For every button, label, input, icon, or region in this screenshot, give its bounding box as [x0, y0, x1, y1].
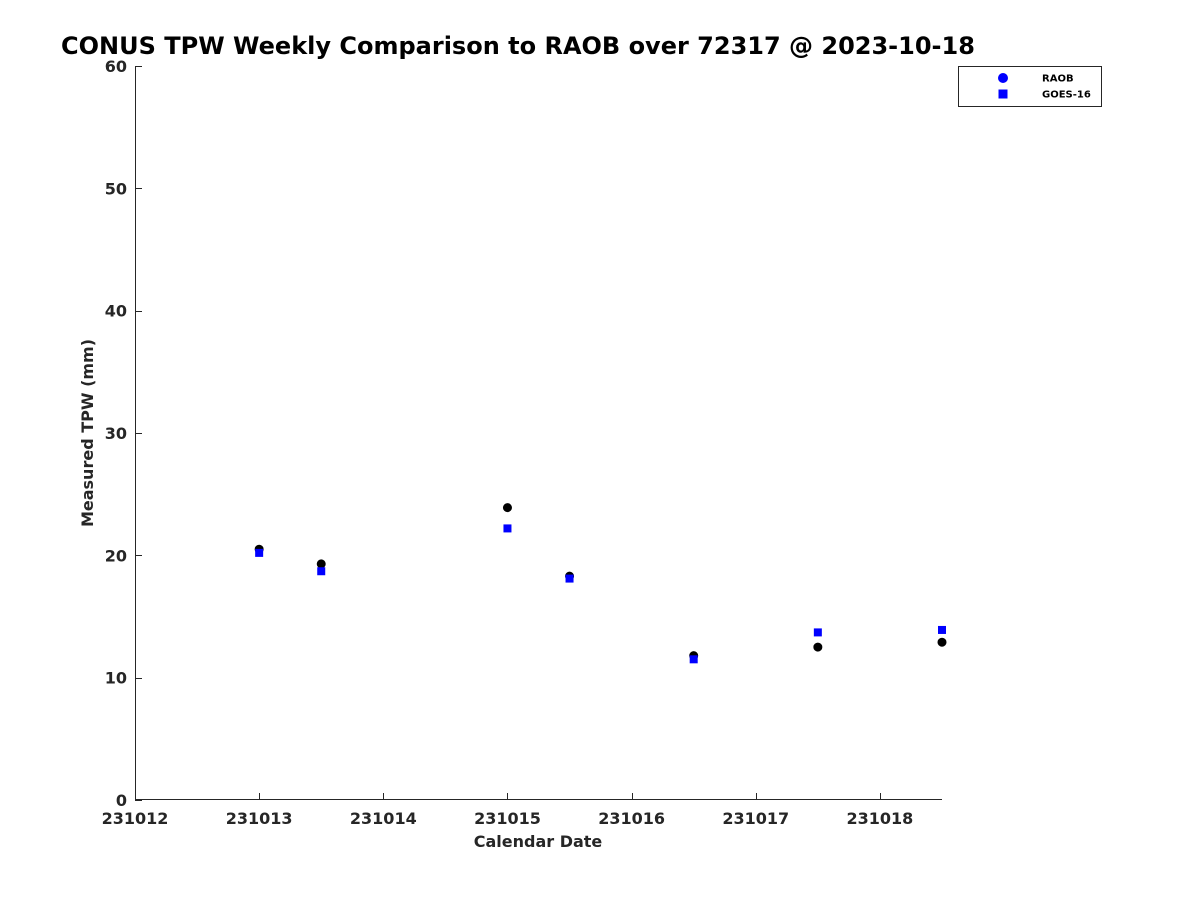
- y-ticks: 0 10 20 30 40 50 60: [105, 57, 142, 810]
- axes: [135, 66, 942, 800]
- y-tick-label: 0: [116, 791, 127, 810]
- x-tick-label: 231016: [598, 809, 665, 828]
- goes-16-point: [565, 574, 574, 583]
- goes-16-point: [503, 524, 512, 533]
- legend-raob-marker: [998, 73, 1008, 83]
- y-tick-label: 60: [105, 57, 127, 76]
- legend-raob-label: RAOB: [1042, 74, 1074, 85]
- series-raob: [254, 503, 947, 661]
- chart-title: CONUS TPW Weekly Comparison to RAOB over…: [61, 32, 975, 60]
- legend-goes-label: GOES-16: [1042, 90, 1091, 101]
- x-tick-label: 231017: [722, 809, 789, 828]
- raob-point: [316, 559, 326, 569]
- series-layer: [254, 503, 947, 664]
- raob-point: [937, 637, 947, 647]
- legend-box: [958, 66, 1102, 107]
- legend-goes-marker: [998, 89, 1008, 99]
- goes-16-point: [813, 628, 822, 637]
- x-tick-label: 231012: [102, 809, 169, 828]
- goes-16-point: [689, 655, 698, 664]
- x-axis-label: Calendar Date: [474, 832, 603, 851]
- raob-point: [813, 642, 823, 652]
- y-tick-label: 20: [105, 546, 127, 565]
- y-tick-label: 50: [105, 179, 127, 198]
- x-tick-label: 231015: [474, 809, 541, 828]
- y-tick-label: 40: [105, 302, 127, 321]
- y-axis-label: Measured TPW (mm): [78, 339, 97, 527]
- x-tick-label: 231018: [847, 809, 914, 828]
- raob-point: [502, 503, 512, 513]
- x-tick-label: 231013: [226, 809, 293, 828]
- goes-16-point: [255, 548, 264, 557]
- y-tick-label: 30: [105, 424, 127, 443]
- goes-16-point: [317, 567, 326, 576]
- x-tick-label: 231014: [350, 809, 417, 828]
- x-ticks: 231012 231013 231014 231015 231016 231017 2310…: [102, 793, 914, 828]
- series-goes-16: [255, 524, 946, 664]
- legend: RAOB GOES-16: [958, 66, 1102, 107]
- goes-16-point: [938, 625, 946, 634]
- y-tick-label: 10: [105, 669, 127, 688]
